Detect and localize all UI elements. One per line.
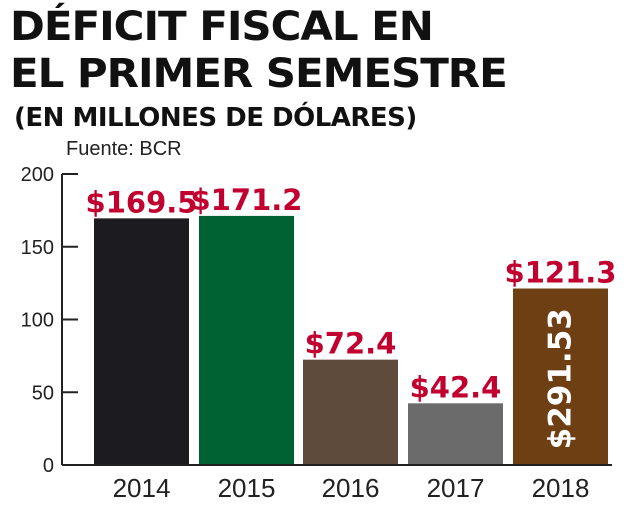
data-label-2018: $121.3 — [505, 256, 617, 290]
y-tick-label-150: 150 — [21, 237, 54, 259]
bar-2014 — [94, 218, 189, 465]
annotation-2018: $291.53 — [543, 308, 579, 449]
chart-title: DÉFICIT FISCAL EN EL PRIMER SEMESTRE — [10, 4, 508, 98]
data-label-2015: $171.2 — [191, 183, 303, 217]
y-axis: 0 50 100 150 200 — [21, 164, 612, 477]
y-tick-label-0: 0 — [43, 455, 54, 477]
bars-layer — [94, 215, 608, 465]
x-tick-label-2018: 2018 — [532, 473, 590, 503]
bar-2016 — [303, 359, 398, 465]
labels-layer: 2014 $169.5 2015 $171.2 2016 $72.4 2017 $42.4 20… — [86, 183, 617, 503]
chart-title-line-1: DÉFICIT FISCAL EN — [10, 4, 434, 50]
y-tick-label-50: 50 — [32, 382, 54, 404]
y-tick-label-100: 100 — [21, 310, 54, 332]
data-label-2017: $42.4 — [410, 370, 502, 404]
x-tick-label-2016: 2016 — [322, 473, 380, 503]
chart-title-line-2: EL PRIMER SEMESTRE — [10, 51, 508, 97]
chart-source: Fuente: BCR — [66, 138, 182, 160]
y-tick-label-200: 200 — [21, 164, 54, 186]
bar-2015 — [199, 215, 294, 465]
x-tick-label-2015: 2015 — [218, 473, 276, 503]
data-label-2014: $169.5 — [86, 185, 198, 219]
bar-2018 — [513, 288, 608, 465]
x-tick-label-2014: 2014 — [113, 473, 171, 503]
bar-2017 — [408, 403, 503, 465]
data-label-2016: $72.4 — [305, 327, 397, 361]
x-tick-label-2017: 2017 — [427, 473, 485, 503]
chart-subtitle: (EN MILLONES DE DÓLARES) — [14, 103, 417, 133]
